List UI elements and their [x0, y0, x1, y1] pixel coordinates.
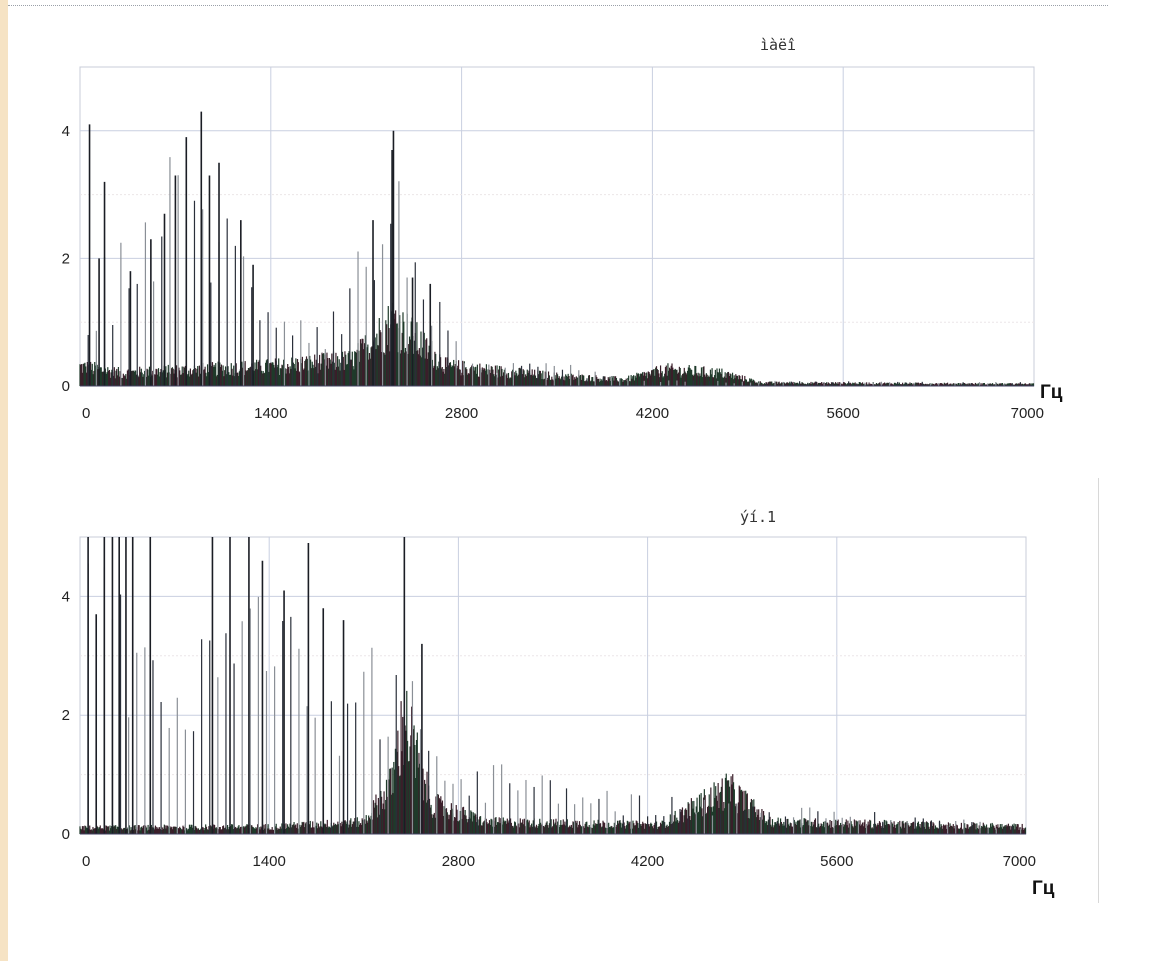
y-tick-label: 2 — [62, 707, 70, 724]
x-tick-label: 2800 — [442, 853, 475, 870]
right-edge-line — [1098, 478, 1099, 903]
x-tick-label: 5600 — [820, 853, 853, 870]
harmonic-peaks — [88, 111, 432, 386]
x-tick-label: 2800 — [445, 405, 478, 422]
chart-panel-2: 0 1400 2800 4200 5600 7000 0 2 4 Гц ýí.1 — [62, 508, 1055, 899]
chart-panel-1: 0 1400 2800 4200 5600 7000 0 2 4 Гц ìàëî — [62, 36, 1063, 422]
y-tick-label: 2 — [62, 250, 70, 267]
x-tick-label: 4200 — [636, 405, 669, 422]
x-tick-label: 0 — [82, 853, 90, 870]
x-tick-label: 5600 — [827, 405, 860, 422]
x-tick-label: 1400 — [253, 853, 286, 870]
chart-title: ýí.1 — [740, 508, 776, 526]
page: 0 1400 2800 4200 5600 7000 0 2 4 Гц ìàëî 0 1400 2800 4… — [8, 0, 1158, 961]
x-tick-label: 0 — [82, 405, 90, 422]
plot-area — [79, 66, 1035, 387]
x-unit-label: Гц — [1032, 878, 1055, 899]
y-tick-label: 4 — [62, 588, 70, 605]
top-dotted-border — [8, 5, 1108, 6]
x-tick-label: 7000 — [1003, 853, 1036, 870]
y-tick-label: 0 — [62, 378, 70, 395]
chart-title: ìàëî — [760, 36, 796, 54]
x-tick-label: 1400 — [254, 405, 287, 422]
harmonic-peaks — [87, 537, 423, 834]
x-tick-label: 4200 — [631, 853, 664, 870]
x-tick-label: 7000 — [1011, 405, 1044, 422]
plot-area — [79, 536, 1027, 835]
y-tick-label: 0 — [62, 826, 70, 843]
spectrum-charts: 0 1400 2800 4200 5600 7000 0 2 4 Гц ìàëî 0 1400 2800 4… — [62, 36, 1063, 899]
y-tick-label: 4 — [62, 123, 70, 140]
x-unit-label: Гц — [1040, 382, 1063, 403]
